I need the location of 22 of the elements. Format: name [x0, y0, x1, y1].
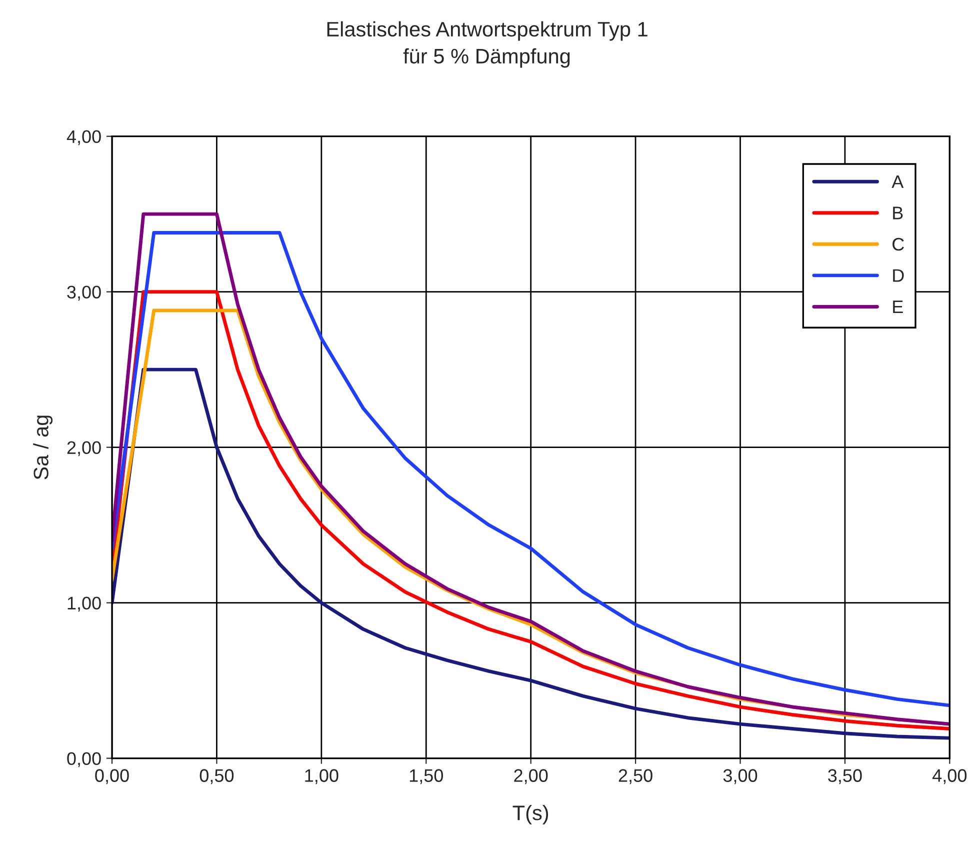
x-tick-label: 2,00	[514, 769, 548, 784]
x-tick-label: 1,00	[305, 769, 338, 784]
legend-label: D	[893, 269, 904, 282]
x-tick-label: 0,00	[95, 769, 129, 784]
x-tick-label: 3,00	[723, 769, 758, 784]
y-tick-label: 2,00	[67, 441, 101, 456]
y-tick-label: 0,00	[67, 752, 101, 768]
y-tick-label: 4,00	[66, 130, 101, 146]
x-tick-label: 4,00	[932, 769, 967, 784]
y-tick-label: 1,00	[68, 596, 101, 612]
x-tick-label: 2,50	[618, 769, 652, 784]
legend-label: E	[893, 300, 903, 314]
x-tick-label: 3,50	[828, 769, 862, 784]
y-axis-title: Sa / ag	[33, 416, 53, 480]
y-tick-label: 3,00	[67, 286, 101, 301]
legend-label: C	[892, 238, 904, 251]
x-tick-label: 0,50	[200, 769, 234, 784]
x-axis-title: T(s)	[512, 804, 548, 824]
x-tick-label: 1,50	[410, 769, 443, 784]
legend-label: B	[893, 206, 903, 220]
chart-title: Elastisches Antwortspektrum Typ 1 für 5 % Dämpfung	[327, 21, 648, 68]
legend-label: A	[892, 176, 904, 188]
